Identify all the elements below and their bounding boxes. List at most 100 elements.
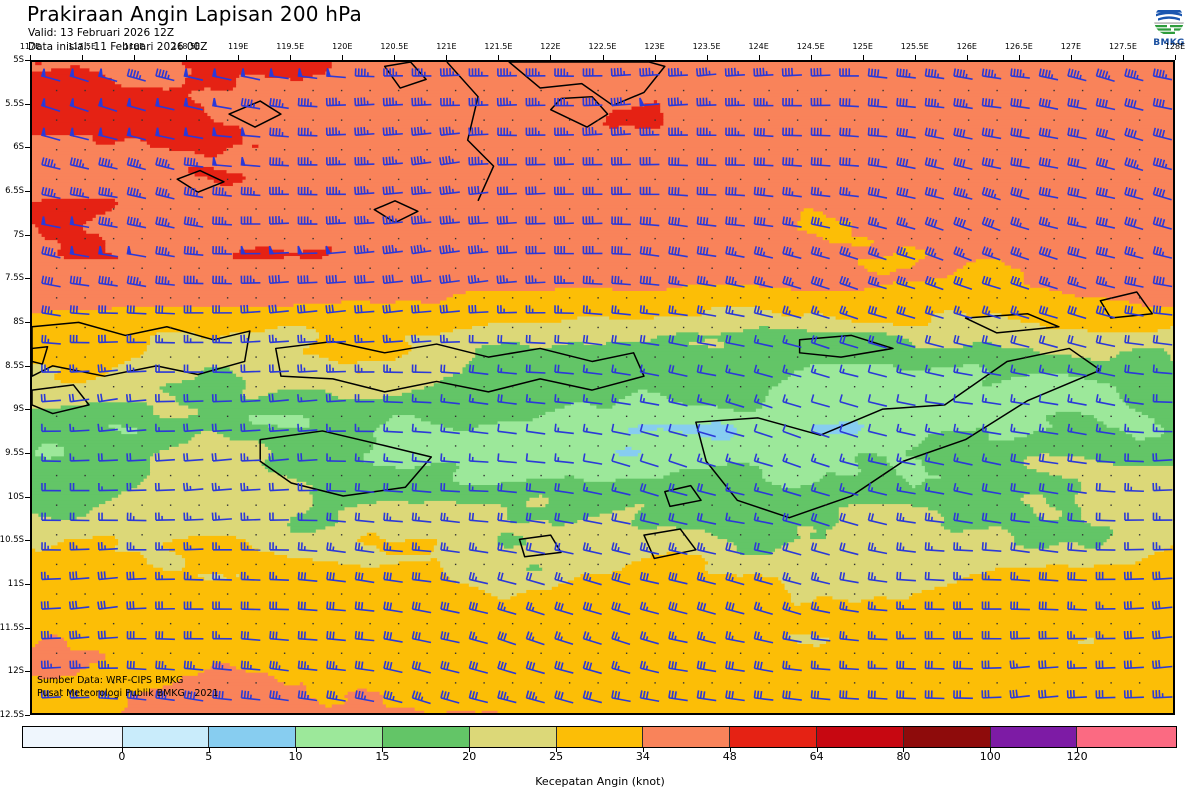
- colorbar-swatch: [556, 727, 644, 747]
- colorbar-tick-label: 25: [549, 750, 564, 763]
- longitude-tick: [1122, 55, 1124, 60]
- longitude-tick: [706, 55, 708, 60]
- longitude-tick: [758, 55, 760, 60]
- latitude-tick: [25, 715, 30, 716]
- colorbar-tick-label: 0: [118, 750, 126, 763]
- latitude-tick: [25, 540, 30, 542]
- latitude-tick-label: 9S: [13, 404, 24, 415]
- longitude-tick: [966, 55, 968, 60]
- longitude-tick: [290, 55, 292, 60]
- latitude-tick-label: 12S: [7, 666, 24, 677]
- latitude-tick-label: 8S: [13, 317, 24, 327]
- longitude-tick-label: 127.5E: [1108, 42, 1137, 51]
- longitude-tick: [1175, 55, 1176, 60]
- longitude-tick: [30, 55, 31, 60]
- latitude-tick: [25, 147, 30, 149]
- data-source-label: Sumber Data: WRF-CIPS BMKG: [37, 675, 184, 686]
- colorbar-tick-label: 20: [462, 750, 477, 763]
- longitude-tick: [550, 55, 552, 60]
- colorbar: [22, 726, 1177, 748]
- publisher-label: Pusat Meteorologi Publik BMKG - 2021: [37, 688, 219, 699]
- windspeed-contour-fill: [32, 62, 1173, 713]
- longitude-tick-label: 126E: [956, 42, 977, 51]
- latitude-tick: [25, 671, 30, 673]
- colorbar-swatch: [730, 727, 818, 747]
- latitude-tick-label: 6S: [13, 142, 24, 153]
- colorbar-tick: [295, 748, 297, 752]
- init-time-label: Data inisial: 11 Februari 2026 00Z: [28, 41, 208, 53]
- longitude-tick-label: 124E: [748, 42, 769, 51]
- colorbar-tick: [469, 748, 471, 752]
- valid-time-label: Valid: 13 Februari 2026 12Z: [28, 27, 175, 39]
- latitude-tick-label: 11S: [7, 579, 24, 589]
- longitude-tick-label: 128E: [1164, 42, 1186, 51]
- colorbar-tick: [1077, 748, 1079, 752]
- latitude-tick-label: 10.5S: [0, 535, 24, 546]
- longitude-tick: [134, 55, 136, 60]
- latitude-tick: [25, 322, 30, 323]
- longitude-tick-label: 125E: [852, 42, 873, 51]
- longitude-tick: [82, 55, 84, 60]
- longitude-tick-label: 117E: [19, 42, 41, 51]
- longitude-tick-label: 120.5E: [380, 42, 409, 51]
- longitude-tick-label: 123E: [644, 42, 665, 51]
- longitude-tick-label: 117.5E: [68, 42, 97, 51]
- latitude-tick-label: 11.5S: [0, 622, 24, 633]
- latitude-tick: [25, 627, 30, 629]
- colorbar-tick: [121, 748, 123, 752]
- longitude-tick: [914, 55, 916, 60]
- longitude-tick-label: 122E: [540, 42, 561, 51]
- colorbar-title: Kecepatan Angin (knot): [535, 775, 665, 788]
- colorbar-tick-label: 80: [896, 750, 911, 763]
- colorbar-swatch: [817, 727, 904, 747]
- longitude-tick-label: 126.5E: [1004, 42, 1033, 51]
- longitude-tick-label: 120E: [332, 42, 353, 51]
- latitude-tick-label: 9.5S: [5, 448, 24, 458]
- longitude-tick-label: 118E: [123, 42, 145, 51]
- map-plot-area: Sumber Data: WRF-CIPS BMKG Pusat Meteoro…: [30, 60, 1175, 715]
- longitude-tick: [602, 55, 604, 60]
- latitude-tick-label: 8.5S: [5, 360, 24, 371]
- colorbar-tick-label: 48: [722, 750, 737, 763]
- colorbar-tick-label: 5: [205, 750, 213, 763]
- colorbar-swatch: [903, 727, 991, 747]
- colorbar-tick-label: 120: [1066, 750, 1088, 763]
- latitude-tick: [25, 234, 30, 236]
- bmkg-logo-mark: [1154, 5, 1184, 35]
- colorbar-tick: [208, 748, 210, 752]
- colorbar-tick: [382, 748, 384, 752]
- longitude-tick-label: 122.5E: [588, 42, 617, 51]
- longitude-tick-label: 125.5E: [900, 42, 929, 51]
- latitude-tick-label: 7S: [13, 229, 24, 240]
- longitude-tick-label: 119E: [228, 42, 249, 51]
- latitude-tick-label: 5.5S: [5, 98, 24, 109]
- coastlines: [32, 62, 1154, 560]
- colorbar-tick-label: 10: [288, 750, 303, 763]
- colorbar-tick: [903, 748, 905, 752]
- longitude-tick: [342, 55, 344, 60]
- latitude-tick-label: 12.5S: [0, 710, 24, 720]
- colorbar-tick: [816, 748, 818, 752]
- longitude-tick: [186, 55, 188, 60]
- colorbar-swatch: [1077, 727, 1177, 747]
- latitude-tick: [25, 453, 30, 454]
- wind-barbs: [40, 67, 1173, 705]
- longitude-tick: [394, 55, 396, 60]
- page-title: Prakiraan Angin Lapisan 200 hPa: [27, 2, 362, 26]
- latitude-tick-label: 6.5S: [5, 186, 24, 196]
- colorbar-swatch: [383, 727, 470, 747]
- latitude-tick-label: 5S: [13, 55, 24, 65]
- longitude-tick: [1070, 55, 1072, 60]
- longitude-tick: [498, 55, 500, 60]
- colorbar-swatch: [990, 727, 1078, 747]
- latitude-tick: [25, 409, 30, 411]
- longitude-tick-label: 124.5E: [796, 42, 825, 51]
- colorbar-tick-label: 15: [375, 750, 390, 763]
- colorbar-swatch: [209, 727, 297, 747]
- latitude-tick: [25, 191, 30, 192]
- latitude-tick-label: 7.5S: [5, 273, 24, 284]
- longitude-tick-label: 119.5E: [276, 42, 305, 51]
- latitude-tick: [25, 278, 30, 280]
- bmkg-logo-text: BMKG: [1153, 38, 1185, 48]
